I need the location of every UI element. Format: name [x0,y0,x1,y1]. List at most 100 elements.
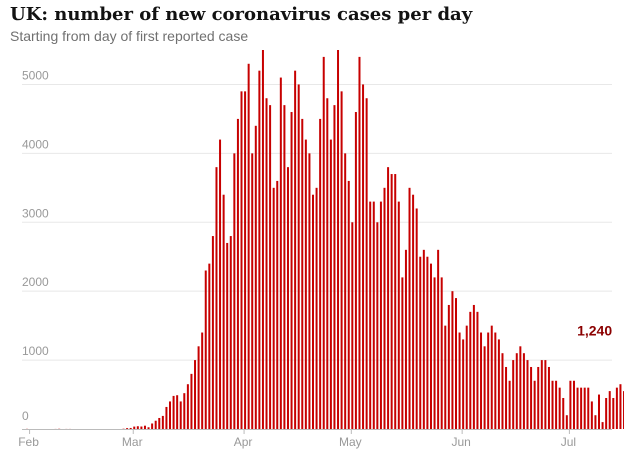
data-bar [176,395,179,429]
data-bar [508,380,511,429]
data-bar [394,174,397,429]
data-bar [240,91,243,429]
data-bar [258,70,261,430]
data-bar [515,353,518,429]
data-bar [387,167,390,429]
data-bar [608,391,611,429]
x-tick-label: Feb [18,435,39,449]
data-bar [587,387,590,429]
data-bar [472,304,475,429]
data-bar [337,50,340,429]
data-bar [494,332,497,429]
x-tick-label: Apr [234,435,253,449]
data-bar [451,291,454,429]
data-bar [158,417,161,429]
data-bar [590,401,593,429]
data-bar [326,98,329,430]
data-bar [190,373,193,429]
data-bar [186,384,189,429]
data-bar [319,118,322,429]
data-bar [576,387,579,429]
data-bar [537,366,540,429]
data-bar [462,339,465,429]
data-bar [229,236,232,429]
data-bar [422,249,425,429]
data-bar [140,426,143,429]
data-bar [447,304,450,429]
data-bar [226,242,229,429]
data-bar [265,98,268,430]
data-bar [505,366,508,429]
data-bar [401,277,404,429]
data-bar [204,270,207,429]
data-bar [465,325,468,429]
data-bar [544,360,547,429]
data-bar [251,153,254,430]
data-bar [279,77,282,429]
latest-value-label: 1,240 [577,323,612,339]
data-bar [126,428,129,429]
data-bar [408,187,411,429]
data-bar [201,332,204,429]
data-bar [619,384,622,429]
data-bar [261,50,264,429]
data-bar [404,249,407,429]
data-bar [522,353,525,429]
data-bar [572,380,575,429]
y-axis-labels: 0 1000 2000 3000 4000 5000 [22,68,49,423]
data-bar [315,187,318,429]
data-bar [487,332,490,429]
data-bar [455,298,457,429]
data-bar [512,360,515,429]
data-bar [580,387,583,429]
y-tick-label: 3000 [22,206,49,220]
data-bar [397,201,400,429]
data-bar [583,387,586,429]
data-bar [601,422,604,429]
data-bar [179,401,182,429]
data-bar [276,180,279,429]
y-tick-label: 2000 [22,275,49,289]
data-bar [351,222,354,429]
data-bar [458,332,461,429]
annotation: 1,240 [577,323,612,339]
data-bar [133,426,136,429]
data-bar [322,56,325,429]
data-bar [233,153,236,430]
data-bar [501,353,504,429]
data-bar [540,360,543,429]
data-bar [594,415,597,429]
data-bar [154,420,157,429]
data-bar [340,91,343,429]
data-bar [147,427,150,429]
data-bar [222,194,225,429]
data-bar [329,139,332,429]
data-bar [480,332,483,429]
data-bar [211,236,214,429]
data-bar [219,139,222,429]
x-tick-label: Mar [122,435,143,449]
data-bar [165,406,168,429]
data-bar [490,325,493,429]
data-bar [172,395,175,429]
y-tick-label: 5000 [22,68,49,82]
data-bar [304,139,307,429]
data-bar [426,256,429,429]
data-bar [215,167,218,429]
data-bar [194,360,197,429]
data-bar [383,187,386,429]
x-tick-label: Jun [451,435,470,449]
data-bar [419,256,422,429]
data-bar [415,208,418,429]
data-bar [143,425,146,429]
data-bar [379,201,382,429]
data-bar [376,222,379,429]
data-bar [440,277,443,429]
data-bar [469,311,472,429]
data-bar [236,118,239,429]
data-bar [354,112,357,430]
data-bar [429,263,432,429]
data-bar [247,63,250,429]
data-bar [615,387,618,429]
